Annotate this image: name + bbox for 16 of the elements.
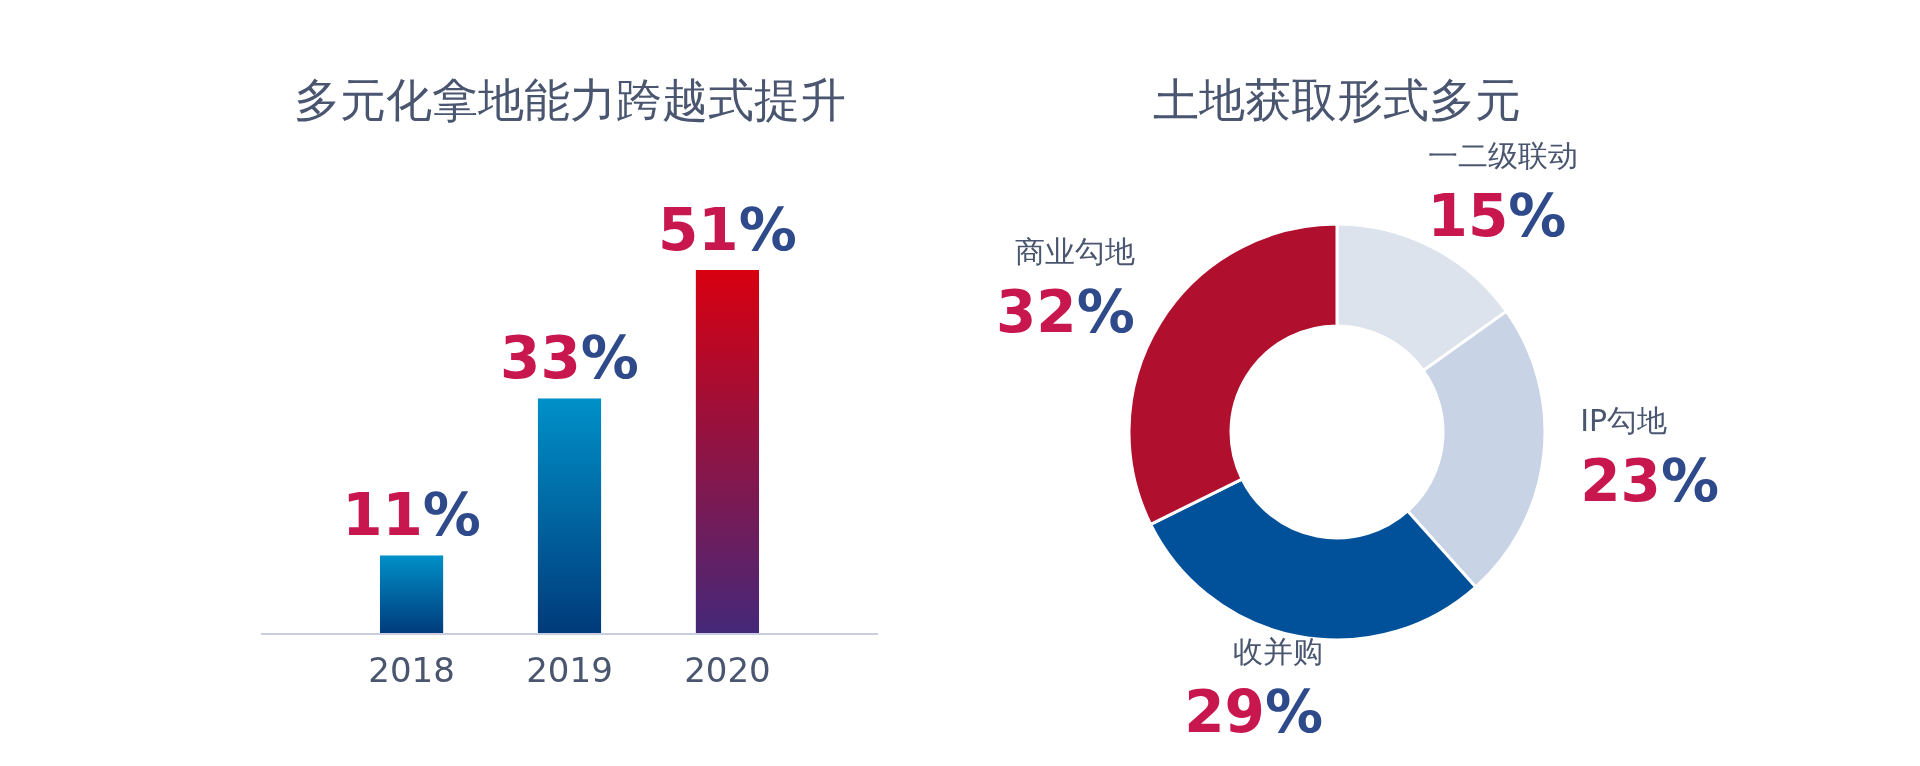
x-tick-label: 2019	[526, 650, 613, 690]
data-label: 51%	[658, 196, 797, 264]
data-label: 23%	[1580, 447, 1720, 516]
chart-title: 土地获取形式多元	[1153, 73, 1521, 127]
slice-label: IP勾地	[1580, 403, 1668, 439]
x-tick-label: 2020	[684, 650, 771, 690]
chart-title: 多元化拿地能力跨越式提升	[293, 73, 846, 127]
data-label: 11%	[342, 481, 481, 550]
data-label: 32%	[995, 278, 1135, 347]
slice-label: 一二级联动	[1427, 138, 1578, 174]
data-label: 33%	[500, 324, 639, 393]
x-tick-label: 2018	[368, 650, 455, 690]
data-label: 15%	[1427, 182, 1567, 251]
data-label: 29%	[1184, 678, 1324, 747]
slice-label: 商业勾地	[1014, 234, 1135, 270]
slice-label: 收并购	[1233, 634, 1324, 670]
